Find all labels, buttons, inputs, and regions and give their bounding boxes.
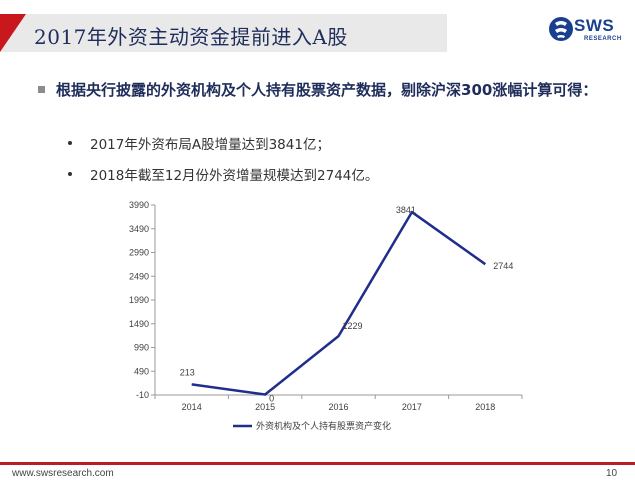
y-tick-label: 3990 [129, 200, 149, 210]
x-tick-label: 2017 [402, 402, 422, 412]
data-label: 2744 [493, 261, 513, 271]
y-tick-label: 2490 [129, 271, 149, 281]
y-tick-label: 3490 [129, 224, 149, 234]
x-tick-label: 2016 [328, 402, 348, 412]
bullet-item: 2017年外资布局A股增量达到3841亿； [90, 137, 330, 153]
x-tick-label: 2018 [475, 402, 495, 412]
line-chart: -10 490 990 1490 1990 2490 2990 3490 3990 2014 201… [129, 200, 523, 432]
headline-bullet-icon [38, 86, 45, 93]
footer-divider [0, 462, 635, 465]
header-bar [0, 14, 447, 52]
headline-text: 根据央行披露的外资机构及个人持有股票资产数据，剔除沪深300涨幅计算可得： [56, 81, 598, 99]
bullet-dot-icon [68, 141, 72, 145]
x-tick-label: 2014 [182, 402, 202, 412]
x-tick-label: 2015 [255, 402, 275, 412]
y-tick-label: 2990 [129, 248, 149, 258]
sws-logo: SWS RESEARCH [548, 12, 628, 52]
data-label: 3841 [396, 205, 416, 215]
sws-logo-mark-icon [549, 17, 573, 41]
y-tick-label: -10 [136, 390, 149, 400]
logo-subtext: RESEARCH [584, 36, 622, 42]
bullet-item: 2018年截至12月份外资增量规模达到2744亿。 [90, 168, 379, 184]
y-tick-label: 1490 [129, 319, 149, 329]
logo-text: SWS [574, 16, 615, 35]
header-accent-triangle [0, 14, 26, 52]
page-number: 10 [606, 468, 618, 479]
y-tick-label: 1990 [129, 295, 149, 305]
data-label: 0 [269, 394, 274, 404]
data-label: 1229 [343, 321, 363, 331]
data-label: 213 [180, 367, 195, 377]
series-line [191, 210, 487, 396]
bullet-dot-icon [68, 172, 72, 176]
y-tick-label: 990 [134, 343, 149, 353]
legend-label: 外资机构及个人持有股票资产变化 [256, 420, 391, 432]
y-tick-label: 490 [134, 366, 149, 376]
page-title: 2017年外资主动资金提前进入A股 [34, 25, 348, 49]
footer-url: www.swsresearch.com [12, 468, 114, 479]
